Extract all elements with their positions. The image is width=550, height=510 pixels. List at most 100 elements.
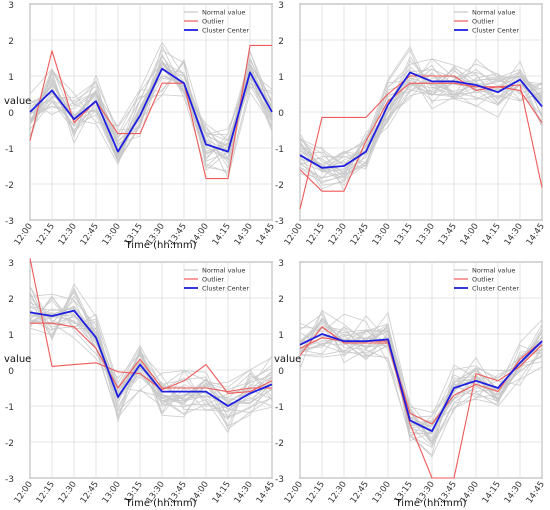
x-tick-label: 13:00 (101, 222, 123, 248)
x-tick-label: 14:45 (255, 222, 277, 248)
x-tick-label: 14:15 (481, 480, 503, 506)
cluster-center-line (29, 67, 273, 153)
x-tick-label: 12:00 (283, 480, 305, 506)
legend-outlier-label: Outlier (202, 18, 224, 26)
cluster-center-line (299, 333, 543, 433)
normal-value-line (299, 319, 543, 426)
x-tick-label: 12:45 (349, 480, 371, 506)
x-tick-label: 12:45 (79, 222, 101, 248)
x-tick-label: 14:30 (503, 222, 525, 248)
y-tick-label: 2 (278, 295, 284, 305)
legend-normal-label: Normal value (202, 9, 245, 17)
outlier-line (29, 44, 272, 180)
y-tick-label: 1 (8, 73, 14, 83)
legend-normal-label: Normal value (472, 267, 515, 275)
y-tick-label: -1 (275, 145, 284, 155)
y-tick-label: 3 (8, 259, 14, 269)
normal-value-line (299, 58, 543, 168)
cluster-center-line (29, 309, 273, 407)
x-tick-label: 14:30 (503, 480, 525, 506)
x-tick-label: 14:00 (459, 222, 481, 248)
x-tick-label: 12:00 (13, 222, 35, 248)
x-tick-label: 12:30 (57, 222, 79, 248)
x-tick-label: 12:15 (35, 480, 57, 506)
y-tick-label: 1 (278, 73, 284, 83)
y-tick-label: -2 (5, 439, 14, 449)
x-tick-label: 14:15 (211, 480, 233, 506)
y-tick-label: -1 (275, 403, 284, 413)
x-tick-label: 13:15 (393, 222, 415, 248)
x-tick-label: 12:00 (13, 480, 35, 506)
y-axis-label: value (274, 354, 301, 365)
y-tick-label: -3 (5, 217, 14, 227)
y-tick-label: 3 (8, 1, 14, 11)
outlier-line (299, 82, 543, 192)
x-tick-label: 14:45 (525, 222, 547, 248)
normal-value-line (29, 58, 273, 136)
x-tick-label: 12:45 (79, 480, 101, 506)
legend-cluster-center-label: Cluster Center (472, 285, 519, 293)
normal-value-line (29, 41, 273, 179)
normal-value-line (29, 295, 273, 427)
x-axis-label: Time (hh:mm) (125, 498, 197, 509)
y-tick-label: 2 (8, 37, 14, 47)
y-axis-label: value (4, 96, 31, 107)
normal-value-line (299, 45, 543, 180)
y-tick-label: 0 (278, 367, 284, 377)
normal-value-line (299, 74, 543, 179)
x-tick-label: 12:30 (57, 480, 79, 506)
normal-value-line (29, 288, 273, 411)
y-tick-label: -1 (5, 403, 14, 413)
y-tick-label: 3 (278, 259, 284, 269)
y-tick-label: 0 (8, 109, 14, 119)
x-tick-label: 12:15 (305, 222, 327, 248)
x-tick-label: 14:15 (211, 222, 233, 248)
x-tick-label: 14:45 (255, 480, 277, 506)
y-tick-label: -3 (5, 475, 14, 485)
normal-value-line (299, 78, 543, 166)
x-tick-label: 14:30 (233, 480, 255, 506)
y-tick-label: 2 (8, 295, 14, 305)
legend-cluster-center-label: Cluster Center (202, 27, 249, 35)
y-tick-label: -3 (275, 475, 284, 485)
cluster-center-line (299, 71, 543, 169)
y-tick-label: 1 (8, 331, 14, 341)
normal-value-line (29, 314, 273, 415)
x-tick-label: 12:15 (305, 480, 327, 506)
legend-normal-label: Normal value (202, 267, 245, 275)
y-tick-label: -1 (5, 145, 14, 155)
y-tick-label: 2 (278, 37, 284, 47)
outlier-line (29, 258, 273, 394)
x-tick-label: 12:30 (327, 480, 349, 506)
normal-value-line (29, 314, 273, 404)
x-axis-label: Time (hh:mm) (395, 498, 467, 509)
y-tick-label: 3 (278, 1, 284, 11)
x-axis-label: Time (hh:mm) (125, 240, 197, 251)
x-tick-label: 14:30 (233, 222, 255, 248)
x-tick-label: 13:45 (437, 222, 459, 248)
normal-value-line (29, 61, 273, 145)
x-tick-label: 14:45 (525, 480, 547, 506)
legend-outlier-label: Outlier (472, 18, 494, 26)
normal-value-line (29, 299, 273, 419)
y-tick-label: -3 (275, 217, 284, 227)
y-tick-label: 0 (278, 109, 284, 119)
legend-normal-label: Normal value (472, 9, 515, 17)
y-tick-label: 0 (8, 367, 14, 377)
y-axis-label: value (4, 354, 31, 365)
normal-value-line (299, 319, 543, 445)
x-tick-label: 13:30 (415, 222, 437, 248)
chart-panel-top-right: -3 -2 -1 0 1 2 3 12:00 12:15 12:30 12:45 13:00 13:15… (275, 1, 547, 247)
legend-cluster-center-label: Cluster Center (202, 285, 249, 293)
x-tick-label: 14:15 (481, 222, 503, 248)
y-tick-label: -2 (275, 181, 284, 191)
legend-outlier-label: Outlier (472, 276, 494, 284)
x-tick-label: 12:15 (35, 222, 57, 248)
